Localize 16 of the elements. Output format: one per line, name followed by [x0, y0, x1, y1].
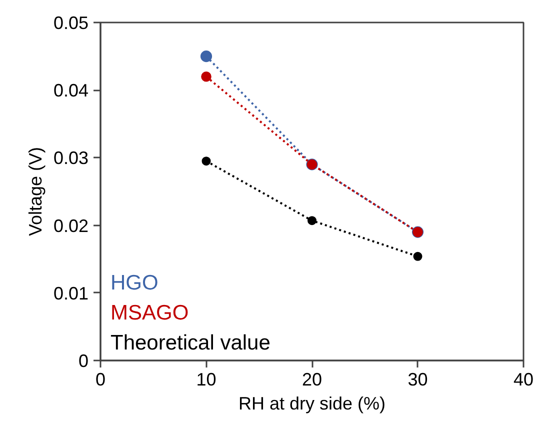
- y-axis-title: Voltage (V): [25, 146, 46, 236]
- y-tick-label: 0.03: [53, 148, 89, 168]
- x-tick-label: 30: [408, 370, 428, 390]
- y-tick-label: 0.02: [53, 216, 89, 236]
- y-tick-label: 0.05: [53, 13, 89, 33]
- x-tick-label: 10: [196, 370, 216, 390]
- y-tick-label: 0.01: [53, 283, 89, 304]
- x-tick-label: 40: [513, 370, 534, 390]
- x-tick-label: 0: [95, 370, 106, 390]
- text: Theoretical value: [110, 332, 270, 354]
- y-tick-label: 0.04: [53, 80, 89, 101]
- x-tick-label: 20: [302, 370, 322, 390]
- x-axis-title: RH at dry side (%): [238, 394, 386, 414]
- text: HGO: [110, 272, 158, 294]
- text: MSAGO: [110, 302, 189, 324]
- y-tick-label: 0: [78, 351, 89, 371]
